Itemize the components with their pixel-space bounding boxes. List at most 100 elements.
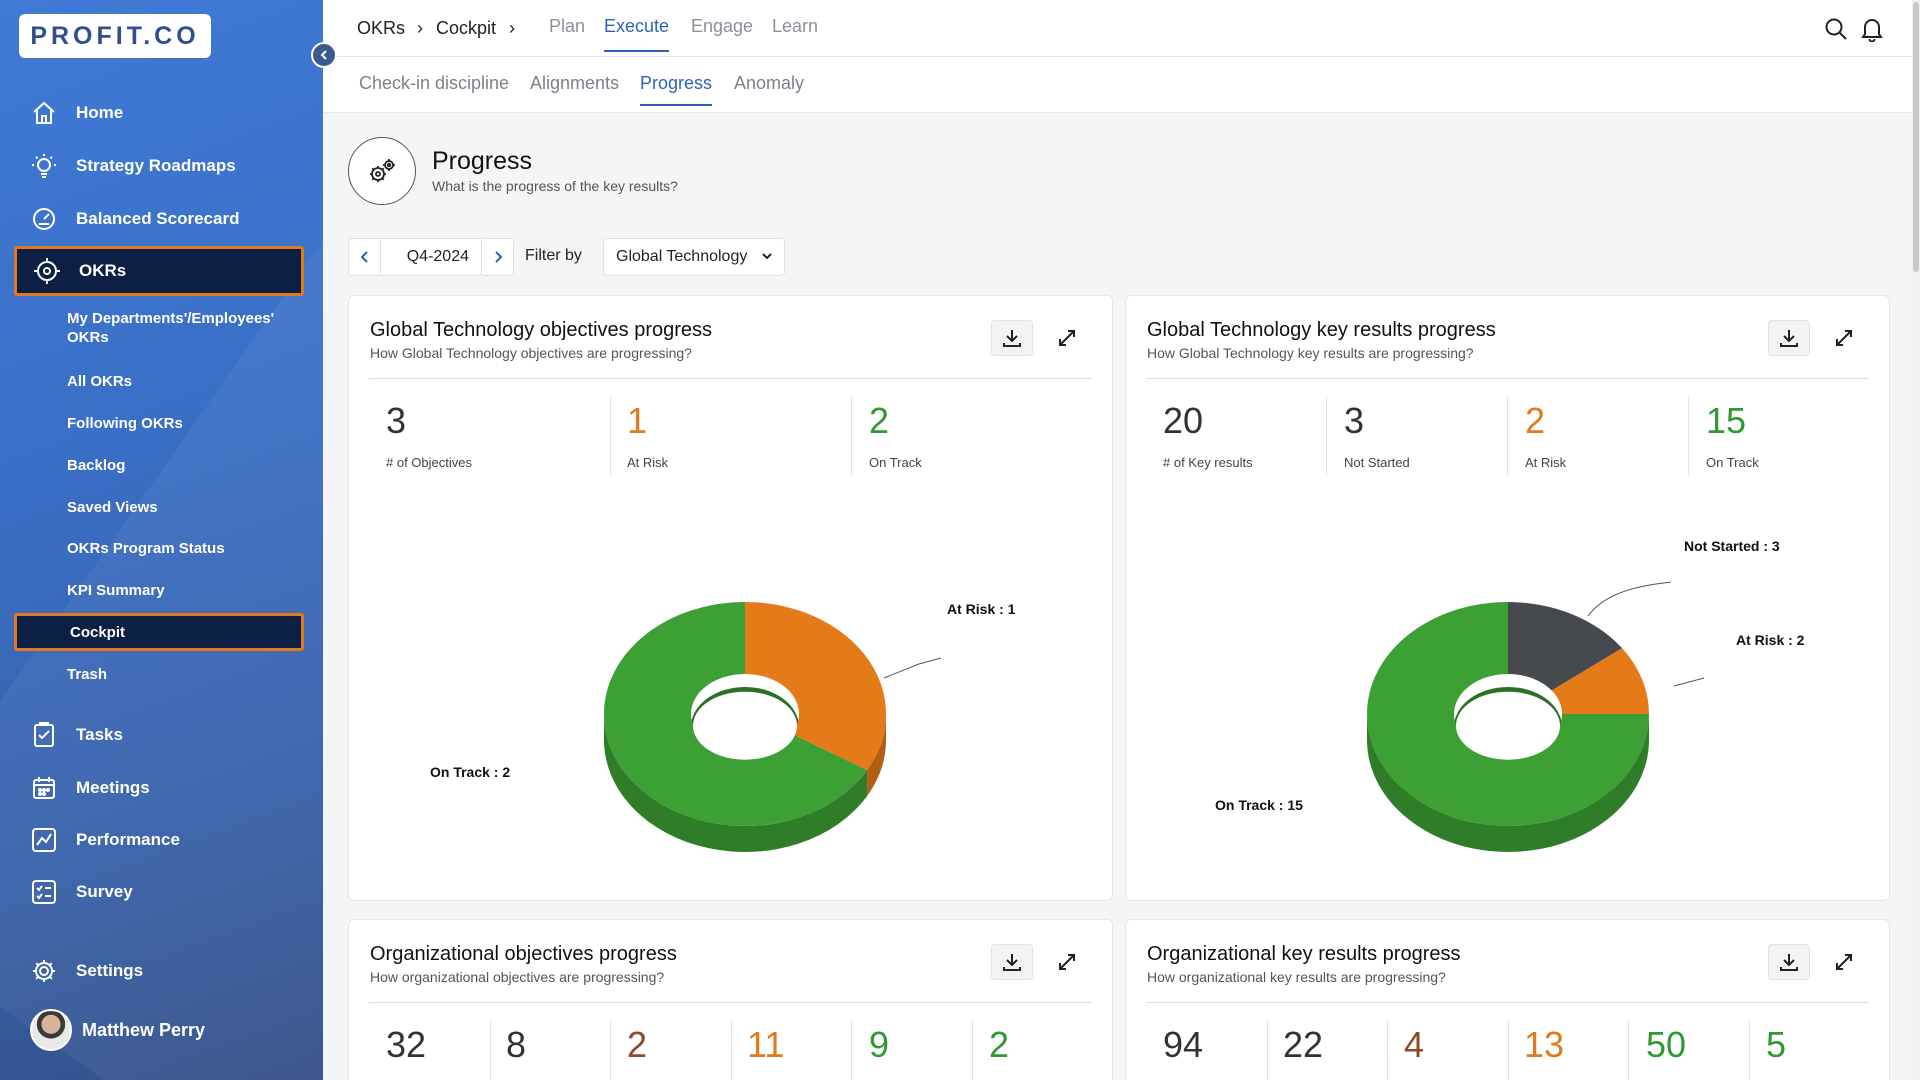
expand-button[interactable] [1046,944,1088,980]
stat-divider [490,1020,491,1080]
scrollbar-thumb[interactable] [1913,2,1919,272]
download-button[interactable] [991,944,1033,980]
stat-value: 9 [869,1024,890,1065]
stat-at-risk: 1 At Risk [627,400,669,471]
sidebar-item-tasks[interactable]: Tasks [14,712,304,758]
tab-anomaly[interactable]: Anomaly [734,73,805,93]
expand-icon [1059,954,1075,970]
donut-hole [693,691,797,760]
chart-label-at-risk: At Risk : 1 [947,601,1016,617]
period-prev-button[interactable] [349,239,381,275]
sidebar-item-settings[interactable]: Settings [14,948,304,994]
tab-progress[interactable]: Progress [640,73,713,106]
stat-divider [1387,1020,1388,1080]
sidebar-item-okrs[interactable]: OKRs [14,246,304,296]
breadcrumb-cockpit[interactable]: Cockpit [436,18,497,38]
tab-learn[interactable]: Learn [772,16,819,36]
sidebar-item-performance[interactable]: Performance [14,817,304,863]
org-objectives-card: Organizational objectives progress How o… [348,919,1113,1080]
checklist-icon [30,878,58,906]
sidebar: PROFIT.CO Home Strategy Roadmaps Balance… [0,0,323,1080]
download-button[interactable] [1768,944,1810,980]
card-subtitle: How organizational objectives are progre… [370,969,665,985]
donut-slice-not-started[interactable] [1508,602,1623,691]
chart-leader-line [1673,677,1705,687]
bell-icon[interactable] [1859,16,1885,42]
breadcrumb-separator: › [417,18,423,38]
expand-button[interactable] [1823,320,1865,356]
sidebar-subitem-backlog[interactable]: Backlog [67,456,126,474]
tab-plan[interactable]: Plan [549,16,586,36]
chart-leader-line [883,657,942,679]
chart-label-on-track: On Track : 15 [1215,797,1303,813]
gauge-icon [30,205,58,233]
sidebar-subitem-kpi-summary[interactable]: KPI Summary [67,581,165,599]
tab-alignments[interactable]: Alignments [530,73,620,93]
chart-label-not-started: Not Started : 3 [1684,538,1780,554]
search-icon[interactable] [1823,16,1849,42]
download-icon [1003,330,1021,347]
chart-label-on-track: On Track : 2 [430,764,511,780]
stat-on-track: 15 On Track [1706,400,1759,471]
download-button[interactable] [991,320,1033,356]
stat-divider [851,1020,852,1080]
sidebar-subitem-trash[interactable]: Trash [67,665,108,683]
profitco-logo[interactable]: PROFIT.CO [19,14,211,58]
donut-slice-at-risk[interactable] [1551,648,1649,714]
stat-value: 2 [989,1024,1010,1065]
expand-icon [1836,954,1852,970]
stat-value: 32 [386,1024,427,1065]
sidebar-item-label: Performance [76,830,180,849]
expand-button[interactable] [1046,320,1088,356]
calendar-icon [30,774,58,802]
stat-value: 13 [1524,1024,1565,1065]
sidebar-subitem-saved-views[interactable]: Saved Views [67,498,158,516]
stat-objectives: 3 # of Objectives [386,400,472,471]
expand-button[interactable] [1823,944,1865,980]
sidebar-item-balanced-scorecard[interactable]: Balanced Scorecard [14,196,304,242]
sidebar-subitem-my-departments-okrs[interactable]: My Departments'/Employees' OKRs [67,310,275,346]
sidebar-item-survey[interactable]: Survey [14,869,304,915]
sidebar-subitem-all-okrs[interactable]: All OKRs [67,372,133,390]
sidebar-item-strategy-roadmaps[interactable]: Strategy Roadmaps [14,143,304,189]
donut-slice-on-track[interactable] [604,602,868,826]
sidebar-item-meetings[interactable]: Meetings [14,765,304,811]
sidebar-subitem-cockpit[interactable]: Cockpit [14,613,304,651]
stat-value: 4 [1404,1024,1425,1065]
gt-key-results-donut-chart [1367,581,1705,852]
period-value[interactable]: Q4-2024 [406,248,469,265]
user-profile[interactable]: Matthew Perry [30,1009,205,1051]
download-button[interactable] [1768,320,1810,356]
period-next-button[interactable] [482,238,514,276]
tab-engage[interactable]: Engage [691,16,754,36]
filter-dropdown[interactable]: Global Technology [603,238,785,276]
donut-slice-at-risk[interactable] [745,602,886,770]
stat-divider [610,396,611,476]
stat-value: 8 [506,1024,527,1065]
sidebar-item-home[interactable]: Home [14,90,304,136]
sidebar-subitem-following-okrs[interactable]: Following OKRs [67,414,183,432]
collapse-sidebar-button[interactable] [311,42,337,68]
stat-value: 2 [627,1024,648,1065]
tab-check-in-discipline[interactable]: Check-in discipline [359,73,510,93]
page-title: Progress [432,147,533,175]
stat-divider [1508,1020,1509,1080]
page-scrollbar[interactable] [1912,0,1920,1080]
donut-side-at-risk [867,714,886,796]
expand-icon [1059,330,1075,346]
tab-execute[interactable]: Execute [604,16,670,52]
donut-hole [1456,691,1560,760]
filter-by-label: Filter by [525,247,582,264]
breadcrumb-okrs[interactable]: OKRs [357,18,406,38]
stat-value: 11 [747,1024,785,1065]
donut-side-on-track [604,714,868,852]
stat-divider [610,1020,611,1080]
period-selector: Q4-2024 [348,238,482,276]
card-divider [369,378,1092,379]
sidebar-subitem-okrs-program-status[interactable]: OKRs Program Status [67,539,225,557]
stat-value: 94 [1163,1024,1204,1065]
chevron-left-icon [320,50,327,60]
stat-value: 22 [1283,1024,1324,1065]
donut-slice-on-track[interactable] [1367,602,1649,826]
stat-at-risk: 2 At Risk [1525,400,1567,471]
